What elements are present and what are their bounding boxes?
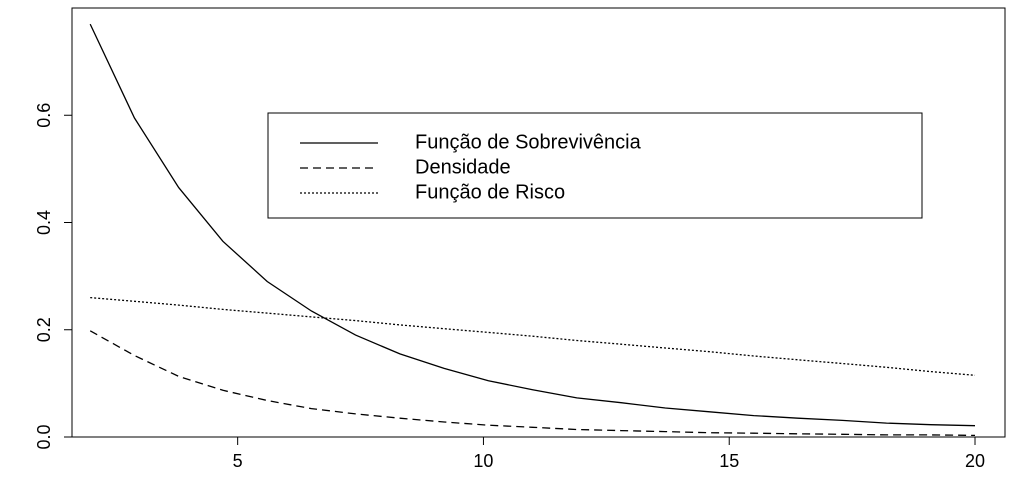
y-tick-label: 0.4 xyxy=(34,210,54,235)
data-line xyxy=(89,330,976,437)
legend-box xyxy=(267,112,923,219)
x-tick-label: 10 xyxy=(473,451,493,471)
y-tick-label: 0.0 xyxy=(34,424,54,449)
legend-label: Função de Risco xyxy=(415,181,565,203)
x-tick-label: 15 xyxy=(719,451,739,471)
legend-label: Função de Sobrevivência xyxy=(415,131,642,153)
x-tick-label: 20 xyxy=(965,451,985,471)
data-line xyxy=(89,23,976,427)
y-tick-label: 0.2 xyxy=(34,317,54,342)
legend-label: Densidade xyxy=(415,156,511,178)
x-tick-label: 5 xyxy=(233,451,243,471)
data-line xyxy=(90,296,976,376)
y-tick-label: 0.6 xyxy=(34,103,54,128)
plot-frame xyxy=(71,7,1006,438)
